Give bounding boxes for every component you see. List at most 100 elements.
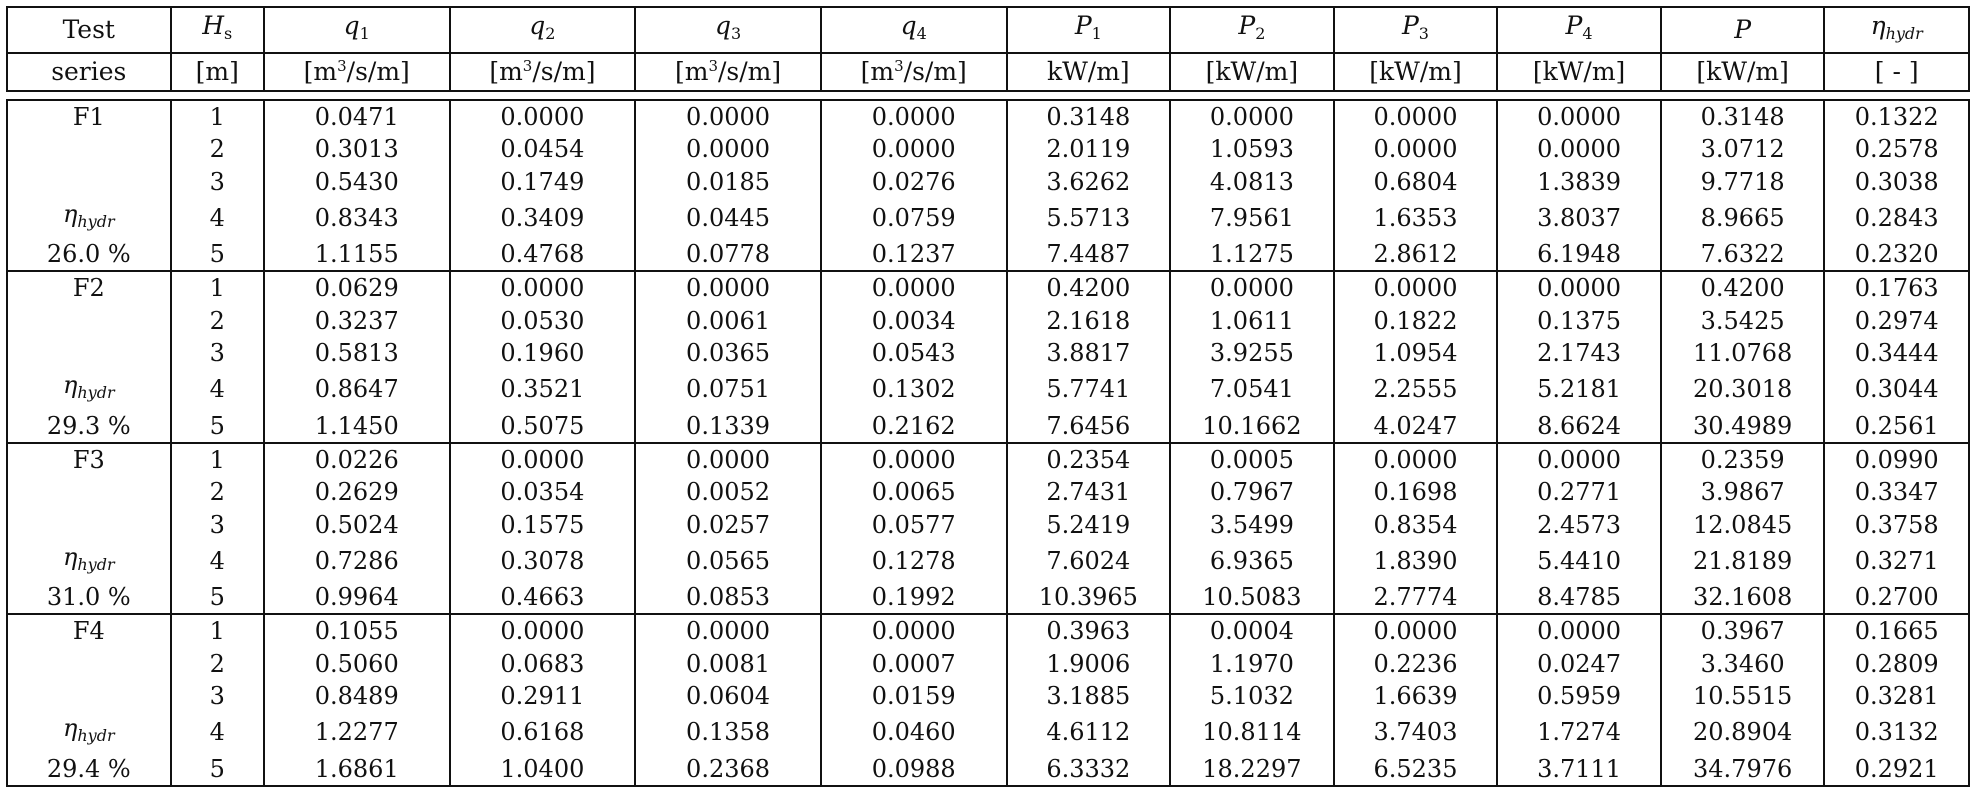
- table-cell: 6.9365: [1169, 540, 1335, 582]
- table-cell: 0.0005: [1169, 441, 1335, 477]
- table-cell: 0.0000: [1332, 270, 1499, 305]
- test-series-group-F4: F4 1 0.1055 0.0000 0.0000 0.0000 0.3963 0.0004 0…: [6, 613, 1970, 787]
- table-cell: 3: [169, 337, 265, 370]
- table-cell: 0.3521: [448, 369, 637, 410]
- table-cell: 21.8189: [1659, 540, 1826, 582]
- header-symbol-5: q4: [819, 6, 1008, 53]
- table-cell: 0.0000: [448, 98, 637, 134]
- table-cell: 0.0065: [819, 476, 1008, 509]
- table-cell: 0.1749: [448, 165, 637, 198]
- table-cell: 0.2236: [1332, 647, 1499, 681]
- table-cell: 0.0226: [262, 441, 451, 477]
- efficiency-label: η: [62, 714, 78, 743]
- table-row: 31.0 % 5 0.9964 0.4663 0.0853 0.1992 10.3965 10…: [6, 581, 1970, 616]
- table-cell: 0.0853: [634, 581, 822, 616]
- table-cell: 0.0543: [819, 337, 1008, 370]
- table-cell: 0.0000: [634, 98, 822, 134]
- efficiency-label-subscript: hydr: [77, 554, 115, 574]
- table-cell: 4: [169, 369, 265, 410]
- header-subscript: 3: [730, 24, 742, 43]
- table-cell: 0.3148: [1005, 98, 1172, 134]
- series-cell: F4: [6, 613, 172, 648]
- table-cell: 8.6624: [1496, 409, 1662, 444]
- table-cell: 2.2555: [1332, 369, 1499, 410]
- header-subscript: 4: [1582, 24, 1593, 43]
- header-symbol-text: q: [529, 11, 546, 40]
- header-symbol-text: P: [1734, 15, 1752, 44]
- table-row: 26.0 % 5 1.1155 0.4768 0.0778 0.1237 7.4487 1.1…: [6, 238, 1970, 273]
- header-unit-8: [kW/m]: [1332, 52, 1499, 92]
- table-cell: 3.6262: [1005, 165, 1172, 198]
- header-gap-cell: [7, 90, 1969, 100]
- table-cell: 0.3078: [448, 540, 637, 582]
- table-cell: 0.0000: [819, 98, 1008, 134]
- table-cell: 2.1743: [1496, 337, 1662, 370]
- table-cell: 0.0052: [634, 476, 822, 509]
- header-unit-2: [m3/s/m]: [262, 52, 451, 92]
- table-cell: 0.0000: [1332, 133, 1499, 166]
- table-cell: 7.0541: [1169, 369, 1335, 410]
- table-cell: 0.1575: [448, 508, 637, 541]
- table-cell: 0.0445: [634, 197, 822, 239]
- table-cell: 0.7967: [1169, 476, 1335, 509]
- series-cell: F3: [6, 441, 172, 477]
- table-row: 3 0.5813 0.1960 0.0365 0.0543 3.8817 3.9255 1.0…: [6, 337, 1970, 370]
- header-symbol-text: Test: [62, 15, 115, 44]
- table-cell: 1: [169, 270, 265, 305]
- table-cell: 9.7718: [1659, 165, 1826, 198]
- table-cell: 0.0604: [634, 680, 822, 713]
- table-cell: 30.4989: [1659, 409, 1826, 444]
- table-cell: 1.0954: [1332, 337, 1499, 370]
- table-cell: 1.9006: [1005, 647, 1172, 681]
- header-symbol-4: q3: [634, 6, 822, 53]
- table-cell: 1.1970: [1169, 647, 1335, 681]
- table-cell: 0.1278: [819, 540, 1008, 582]
- table-cell: 2.4573: [1496, 508, 1662, 541]
- efficiency-value: 26.0 %: [46, 240, 131, 269]
- table-cell: 0.2561: [1823, 409, 1970, 444]
- table-cell: 4.0813: [1169, 165, 1335, 198]
- table-cell: 0.2771: [1496, 476, 1662, 509]
- table-row: 3 0.8489 0.2911 0.0604 0.0159 3.1885 5.1032 1.6…: [6, 680, 1970, 713]
- header-unit-6: kW/m]: [1005, 52, 1172, 92]
- header-unit-text: [m: [674, 57, 709, 86]
- table-cell: 1.6353: [1332, 197, 1499, 239]
- header-symbol-10: P: [1659, 6, 1826, 53]
- table-cell: 0.5430: [262, 165, 451, 198]
- table-cell: 4: [169, 540, 265, 582]
- table-cell: 0.3444: [1823, 337, 1970, 370]
- header-unit-tail: /s/m]: [717, 57, 782, 86]
- table-cell: 0.4663: [448, 581, 637, 616]
- table-cell: 7.6322: [1659, 238, 1826, 273]
- test-series-group-F3: F3 1 0.0226 0.0000 0.0000 0.0000 0.2354 0.0005 0…: [6, 441, 1970, 616]
- table-cell: 6.5235: [1332, 752, 1499, 787]
- table-cell: 0.3271: [1823, 540, 1970, 582]
- table-cell: 3.7111: [1496, 752, 1662, 787]
- header-unit-3: [m3/s/m]: [448, 52, 637, 92]
- table-row: 29.3 % 5 1.1450 0.5075 0.1339 0.2162 7.6456 10.…: [6, 409, 1970, 444]
- table-cell: 12.0845: [1659, 508, 1826, 541]
- table-row: ηhydr 4 0.8647 0.3521 0.0751 0.1302 5.7741 7.05…: [6, 369, 1970, 410]
- header-symbol-6: P1: [1005, 6, 1172, 53]
- table-cell: 5: [169, 581, 265, 616]
- series-cell: [6, 133, 172, 166]
- table-cell: 3: [169, 165, 265, 198]
- table-cell: 0.8354: [1332, 508, 1499, 541]
- table-cell: 32.1608: [1659, 581, 1826, 616]
- table-cell: 0.0276: [819, 165, 1008, 198]
- table-cell: 6.1948: [1496, 238, 1662, 273]
- table-cell: 0.0034: [819, 304, 1008, 338]
- table-cell: 20.8904: [1659, 712, 1826, 753]
- series-cell: ηhydr: [6, 197, 172, 239]
- table-cell: 0.5959: [1496, 680, 1662, 713]
- series-cell: ηhydr: [6, 712, 172, 753]
- header-symbol-text: η: [1870, 11, 1886, 40]
- series-cell: F1: [6, 98, 172, 134]
- header-gap: [7, 90, 1969, 100]
- table-cell: 1.1155: [262, 238, 451, 273]
- table-cell: 0.4200: [1659, 270, 1826, 305]
- table-cell: 2: [169, 647, 265, 681]
- table-cell: 0.3038: [1823, 165, 1970, 198]
- table-cell: 0.3132: [1823, 712, 1970, 753]
